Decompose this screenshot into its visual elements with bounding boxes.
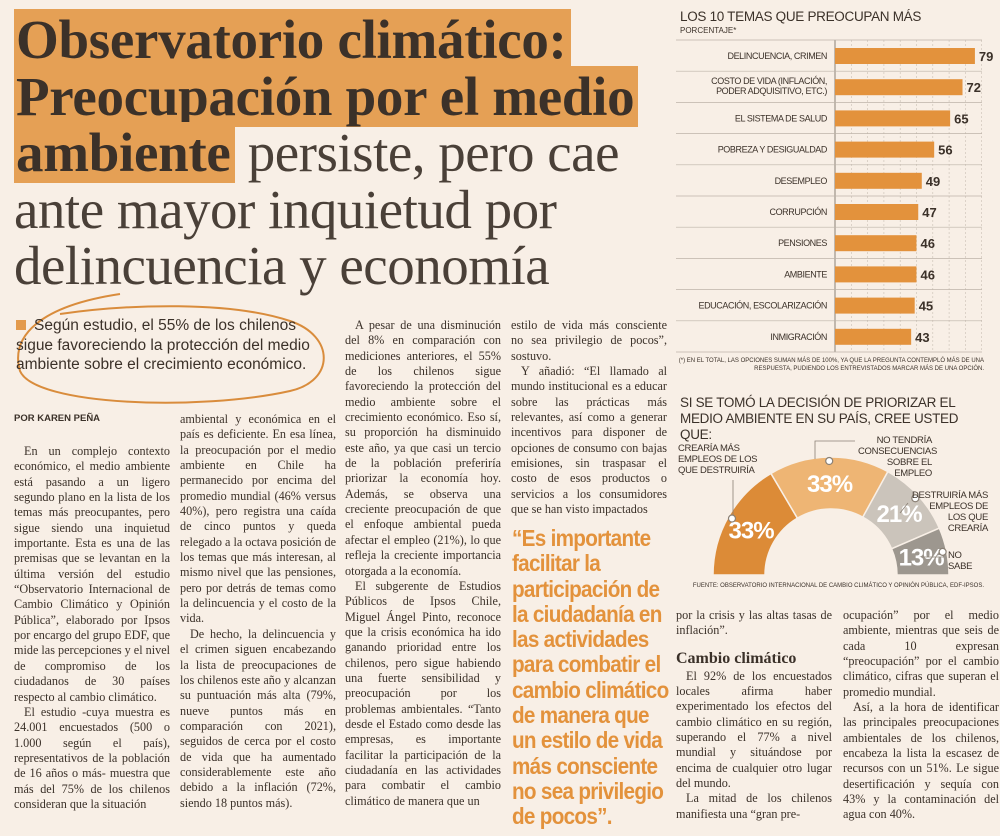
leader-dot bbox=[825, 456, 834, 466]
lede: Según estudio, el 55% de los chilenos si… bbox=[16, 316, 326, 375]
bar bbox=[835, 110, 951, 127]
slice-value-label: 33% bbox=[729, 517, 775, 544]
pull-quote-line: la ciudadanía en bbox=[512, 600, 662, 627]
value-label: 46 bbox=[920, 236, 934, 251]
leader-dot bbox=[938, 547, 947, 556]
pull-quote-line: participación de bbox=[512, 575, 660, 602]
category-label: PENSIONES bbox=[778, 238, 827, 248]
headline-line-3-rest: persiste, pero cae bbox=[234, 122, 620, 183]
donut-slice bbox=[890, 527, 950, 576]
bar-chart-top-concerns: LOS 10 TEMAS QUE PREOCUPAN MÁS PORCENTAJ… bbox=[672, 0, 1000, 385]
pull-quote-line: de pocos”. bbox=[512, 803, 613, 830]
category-label: DESEMPLEO bbox=[775, 176, 828, 186]
headline-line-3-bold: ambiente bbox=[14, 122, 235, 183]
paragraph: por la crisis y las altas tasas de infla… bbox=[676, 608, 832, 638]
value-label: 47 bbox=[922, 205, 936, 220]
lede-text: Según estudio, el 55% de los chilenos si… bbox=[16, 317, 310, 373]
pull-quote-line: no sea privilegio bbox=[512, 777, 664, 804]
donut-plot: 33% 33% 21% 13% bbox=[712, 440, 950, 576]
slice-value-label: 33% bbox=[807, 471, 853, 498]
bar-chart-plot: DELINCUENCIA, CRIMEN 79 COSTO DE VIDA (INF… bbox=[676, 39, 993, 353]
chart-source: FUENTE: OBSERVATORIO INTERNACIONAL DE CA… bbox=[692, 583, 984, 589]
article-column-1: En un complejo contexto económico, el me… bbox=[14, 444, 170, 836]
headline-line-2: Preocupación por el medio bbox=[14, 65, 639, 127]
paragraph: A pesar de una disminución del 8% en com… bbox=[345, 318, 501, 578]
headline: Observatorio climático: Preocupación por… bbox=[14, 9, 674, 296]
bar bbox=[835, 172, 922, 189]
pull-quote-line: de manera que bbox=[512, 702, 650, 729]
category-label: POBREZA Y DESIGUALDAD bbox=[718, 145, 828, 155]
pull-quote-line: para combatir el bbox=[512, 651, 661, 678]
headline-line-1: Observatorio climático: bbox=[14, 9, 571, 70]
pull-quote-line: más consciente bbox=[512, 752, 658, 779]
pull-quote-line: cambio climático bbox=[512, 676, 669, 703]
section-heading: Cambio climático bbox=[676, 649, 797, 667]
article-column-3: A pesar de una disminución del 8% en com… bbox=[345, 318, 501, 836]
pull-quote-line: un estilo de vida bbox=[512, 727, 663, 754]
category-label: EL SISTEMA DE SALUD bbox=[735, 113, 828, 123]
leader-line bbox=[899, 502, 909, 514]
slice-label-no-sabe: NO SABE bbox=[948, 550, 973, 572]
paragraph: El 92% de los encuestados locales afirma… bbox=[676, 668, 832, 791]
pull-quote-line: facilitar la bbox=[512, 550, 601, 577]
leader-dot bbox=[727, 514, 737, 523]
article-column-5: por la crisis y las altas tasas de infla… bbox=[676, 608, 832, 836]
article-column-2: ambiental y económica en el país es defi… bbox=[180, 412, 336, 836]
category-label: CORRUPCIÓN bbox=[769, 207, 827, 217]
bar bbox=[835, 235, 917, 252]
value-label: 65 bbox=[954, 111, 968, 126]
bullet-square-icon bbox=[16, 320, 26, 330]
headline-line-4: ante mayor inquietud por bbox=[14, 178, 557, 240]
value-label: 79 bbox=[979, 49, 993, 64]
paragraph: Y añadió: “El llamado al mundo instituci… bbox=[511, 364, 667, 517]
paragraph: estilo de vida más consciente no sea pri… bbox=[511, 318, 667, 363]
paragraph: El estudio -cuya muestra es 24.001 encue… bbox=[14, 704, 170, 811]
bar bbox=[835, 204, 919, 220]
paragraph: El subgerente de Estudios Públicos de Ip… bbox=[345, 578, 501, 808]
paragraph: La mitad de los chilenos manifiesta una … bbox=[676, 791, 832, 821]
paragraph: ambiental y económica en el país es defi… bbox=[180, 412, 336, 626]
bar bbox=[835, 266, 917, 283]
bar bbox=[835, 141, 935, 158]
slice-label-crearia: CREARÍA MÁS EMPLEOS DE LOS QUE DESTRUIRÍ… bbox=[678, 443, 758, 476]
article-column-6: ocupación” por el medio ambiente, mientr… bbox=[843, 608, 999, 836]
category-label: EDUCACIÓN, ESCOLARIZACIÓN bbox=[698, 301, 827, 311]
value-label: 43 bbox=[915, 330, 929, 345]
slice-value-label: 21% bbox=[877, 501, 923, 528]
chart-title: SI SE TOMÓ LA DECISIÓN DE PRIORIZAR EL M… bbox=[680, 395, 959, 442]
headline-line-5: delincuencia y economía bbox=[14, 235, 550, 296]
paragraph: De hecho, la delincuencia y el crimen si… bbox=[180, 626, 336, 810]
value-label: 49 bbox=[926, 174, 940, 189]
leader-dot bbox=[911, 494, 920, 503]
category-label: COSTO DE VIDA (INFLACIÓN, PODER ADQUISITI… bbox=[711, 76, 827, 96]
half-donut-chart-employment: SI SE TOMÓ LA DECISIÓN DE PRIORIZAR EL M… bbox=[672, 385, 1000, 600]
pull-quote: “Es importante facilitar la participación … bbox=[512, 525, 669, 830]
pull-quote-line: “Es importante bbox=[512, 525, 651, 551]
chart-subtitle: PORCENTAJE* bbox=[680, 26, 737, 35]
bar bbox=[835, 328, 912, 345]
paragraph: En un complejo contexto económico, el me… bbox=[14, 444, 170, 704]
bar bbox=[835, 79, 963, 96]
slice-label-no-tendria: NO TENDRÍA CONSECUENCIAS SOBRE EL EMPLEO bbox=[858, 435, 937, 479]
bar bbox=[835, 297, 915, 314]
byline: POR KAREN PEÑA bbox=[14, 413, 101, 424]
category-label: DELINCUENCIA, CRIMEN bbox=[727, 51, 827, 61]
pull-quote-line: las actividades bbox=[512, 626, 649, 653]
paragraph: ocupación” por el medio ambiente, mientr… bbox=[843, 608, 999, 699]
slice-value-label: 13% bbox=[899, 544, 945, 571]
category-label: INMIGRACIÓN bbox=[770, 332, 827, 342]
value-label: 72 bbox=[967, 80, 981, 95]
category-label: AMBIENTE bbox=[784, 269, 827, 279]
paragraph: Así, a la hora de identificar las princi… bbox=[843, 700, 999, 822]
slice-label-destruiria: DESTRUIRÍA MÁS EMPLEOS DE LOS QUE CREARÍ… bbox=[911, 490, 988, 534]
bar bbox=[835, 48, 975, 64]
chart-footnote: (*) EN EL TOTAL, LAS OPCIONES SUMAN MÁS … bbox=[678, 358, 984, 372]
chart-title: LOS 10 TEMAS QUE PREOCUPAN MÁS bbox=[680, 9, 922, 24]
leader-line bbox=[814, 440, 855, 459]
value-label: 45 bbox=[919, 299, 933, 314]
value-label: 46 bbox=[920, 267, 934, 282]
value-label: 56 bbox=[938, 143, 952, 158]
article-column-4: estilo de vida más consciente no sea pri… bbox=[511, 318, 667, 523]
